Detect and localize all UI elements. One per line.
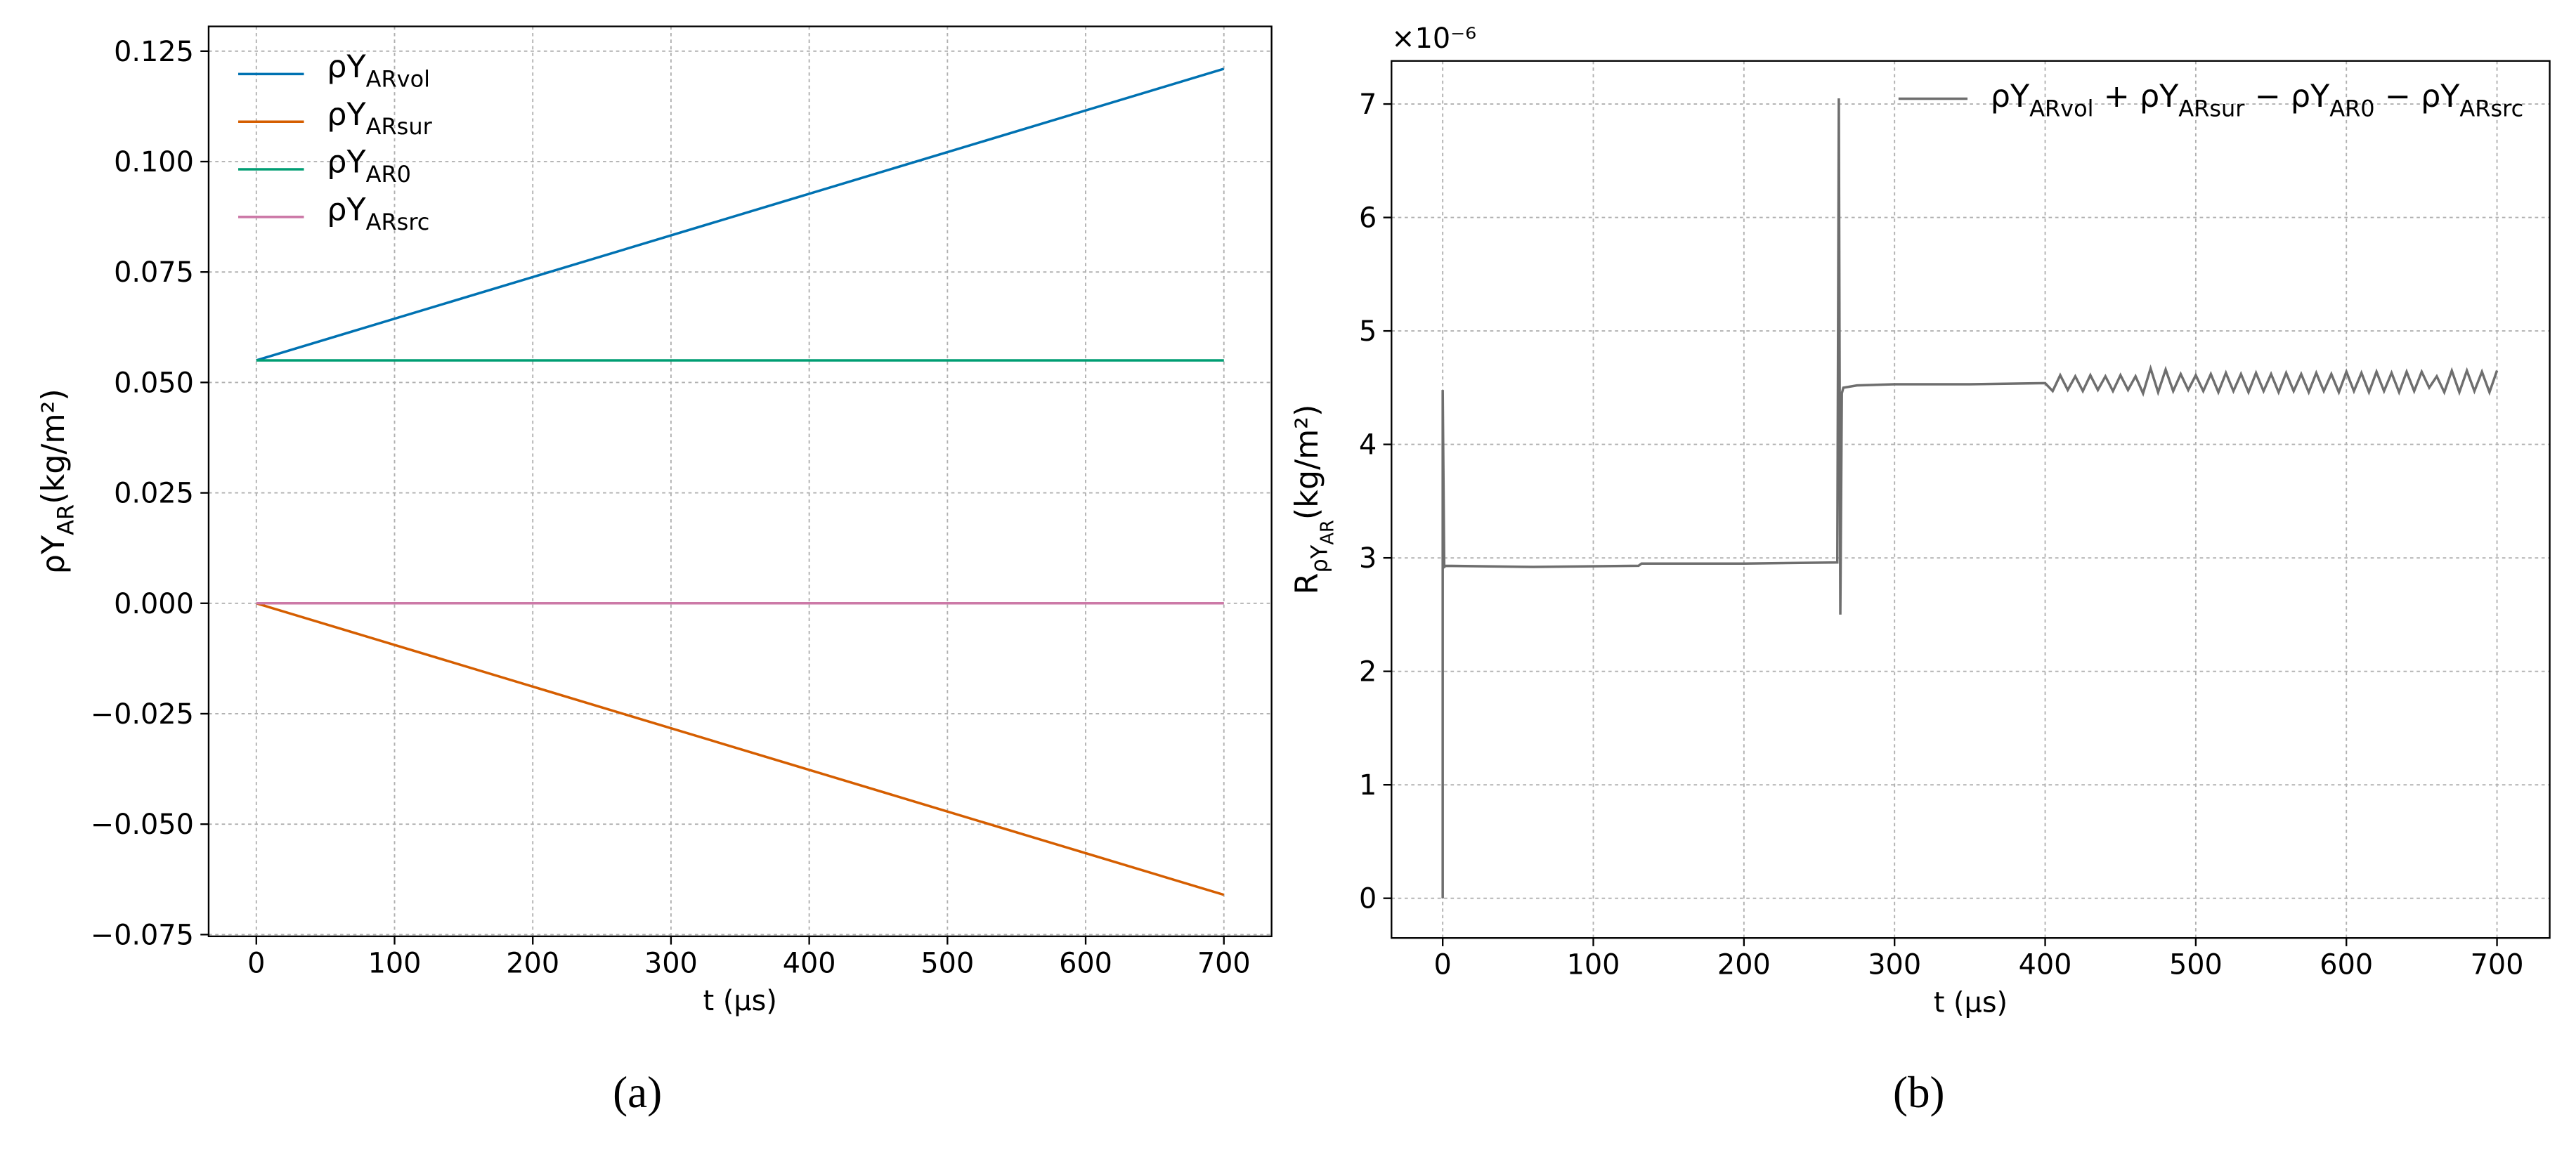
y-tick-label: 3 [1359,542,1377,575]
x-tick-label: 500 [2169,949,2223,981]
x-tick-label: 700 [2471,949,2524,981]
x-tick-label: 100 [1567,949,1620,981]
y-axis-label-part: R [1289,573,1325,594]
y-tick-label: 0.050 [114,367,194,399]
y-tick-label: −0.050 [91,809,194,841]
y-axis-label-part: AR [53,504,79,535]
legend-label-part: ρY [327,49,366,85]
data-line [1441,98,2499,899]
y-tick-label: −0.025 [91,698,194,731]
x-tick-label: 100 [368,947,422,979]
y-axis-label-part: ρY [1306,544,1332,573]
legend-label-part: ARsur [2178,95,2245,122]
legend-label: ρYARsur [327,97,432,140]
y-offset-label: ×10⁻⁶ [1391,22,1476,55]
legend-label: ρYARvol [327,49,430,92]
x-tick-label: 400 [783,947,836,979]
y-tick-label: 4 [1359,429,1377,462]
data-line [256,67,1225,362]
legend-label-part: ρY [1991,79,2030,115]
legend-label-part: ρY [327,192,366,228]
y-tick-label: 0.025 [114,478,194,510]
y-axis-label-part: (kg/m²) [36,388,72,504]
y-tick-label: 6 [1359,202,1377,235]
legend-label-part: − ρY [2375,79,2461,115]
y-tick-label: 0.075 [114,256,194,289]
legend-label-part: ARsrc [2459,95,2523,122]
x-tick-label: 300 [644,947,698,979]
legend-label-part: ARvol [366,65,430,92]
legend-label: ρYARsrc [327,192,429,235]
y-tick-label: 2 [1359,656,1377,688]
x-tick-label: 500 [921,947,974,979]
x-tick-label: 600 [2320,949,2373,981]
plot-frame [1391,60,2551,939]
y-tick-label: 1 [1359,769,1377,802]
y-tick-label: −0.075 [91,919,194,951]
y-axis-label-part: ρY [36,535,72,574]
y-axis-label: RρYAR(kg/m²) [1289,405,1338,595]
y-axis-label: ρYAR(kg/m²) [36,388,79,574]
x-axis-label: t (μs) [1934,986,2008,1019]
x-tick-label: 0 [1434,949,1452,981]
x-tick-label: 0 [247,947,265,979]
y-tick-label: 0.125 [114,36,194,68]
x-tick-label: 700 [1197,947,1251,979]
legend-label-part: ρY [327,145,366,181]
legend-label: ρYAR0 [327,145,411,188]
legend-label-part: AR0 [2329,95,2374,122]
x-tick-label: 200 [506,947,559,979]
legend-label-part: ARvol [2029,95,2093,122]
legend-label-part: ARsur [366,113,433,140]
y-tick-label: 0 [1359,883,1377,915]
y-tick-label: 0.100 [114,146,194,178]
legend-label-part: ρY [327,97,366,133]
x-tick-label: 300 [1868,949,1921,981]
y-tick-label: 0.000 [114,588,194,620]
x-axis-label: t (μs) [703,985,777,1017]
caption: (a) [613,1068,662,1117]
x-tick-label: 600 [1059,947,1112,979]
x-tick-label: 400 [2019,949,2072,981]
y-tick-label: 5 [1359,315,1377,348]
y-axis-label-part: AR [1317,520,1338,545]
legend-label-part: AR0 [366,161,411,188]
legend-label-part: + ρY [2094,79,2180,115]
plot-frame [207,25,1273,938]
caption: (b) [1893,1068,1945,1117]
legend-label: ρYARvol + ρYARsur − ρYAR0 − ρYARsrc [1991,79,2523,122]
y-tick-label: 7 [1359,89,1377,121]
data-line [256,602,1225,896]
y-axis-label-part: (kg/m²) [1289,405,1325,521]
x-tick-label: 200 [1717,949,1771,981]
legend-label-part: ARsrc [366,209,430,235]
legend-label-part: − ρY [2244,79,2330,115]
